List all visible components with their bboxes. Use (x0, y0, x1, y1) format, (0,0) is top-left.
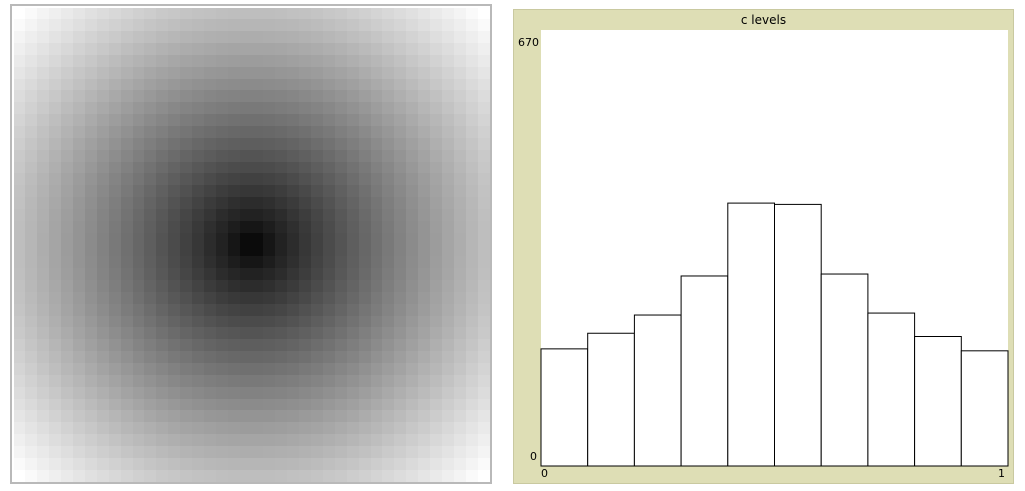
plot-widget: c levels 670 0 0 1 (513, 9, 1014, 484)
plot-title: c levels (740, 13, 787, 27)
x-min-label: 0 (541, 467, 548, 480)
histogram-bar (867, 312, 916, 467)
world-view[interactable] (10, 4, 492, 484)
world-patches-canvas (14, 8, 490, 482)
histogram-bar (914, 336, 962, 467)
histogram-bar (960, 350, 1009, 467)
histogram-bar (633, 314, 682, 467)
histogram-svg (540, 202, 1009, 467)
histogram-bar (727, 202, 776, 467)
histogram-bar (820, 273, 869, 467)
y-max-label: 670 (518, 36, 539, 49)
x-max-label: 1 (998, 467, 1005, 480)
histogram-bar (540, 348, 589, 467)
plot-area (540, 30, 1009, 467)
histogram-bar (587, 332, 635, 467)
y-min-label: 0 (530, 450, 537, 463)
histogram-bar (774, 203, 822, 467)
histogram-bar (680, 275, 729, 467)
